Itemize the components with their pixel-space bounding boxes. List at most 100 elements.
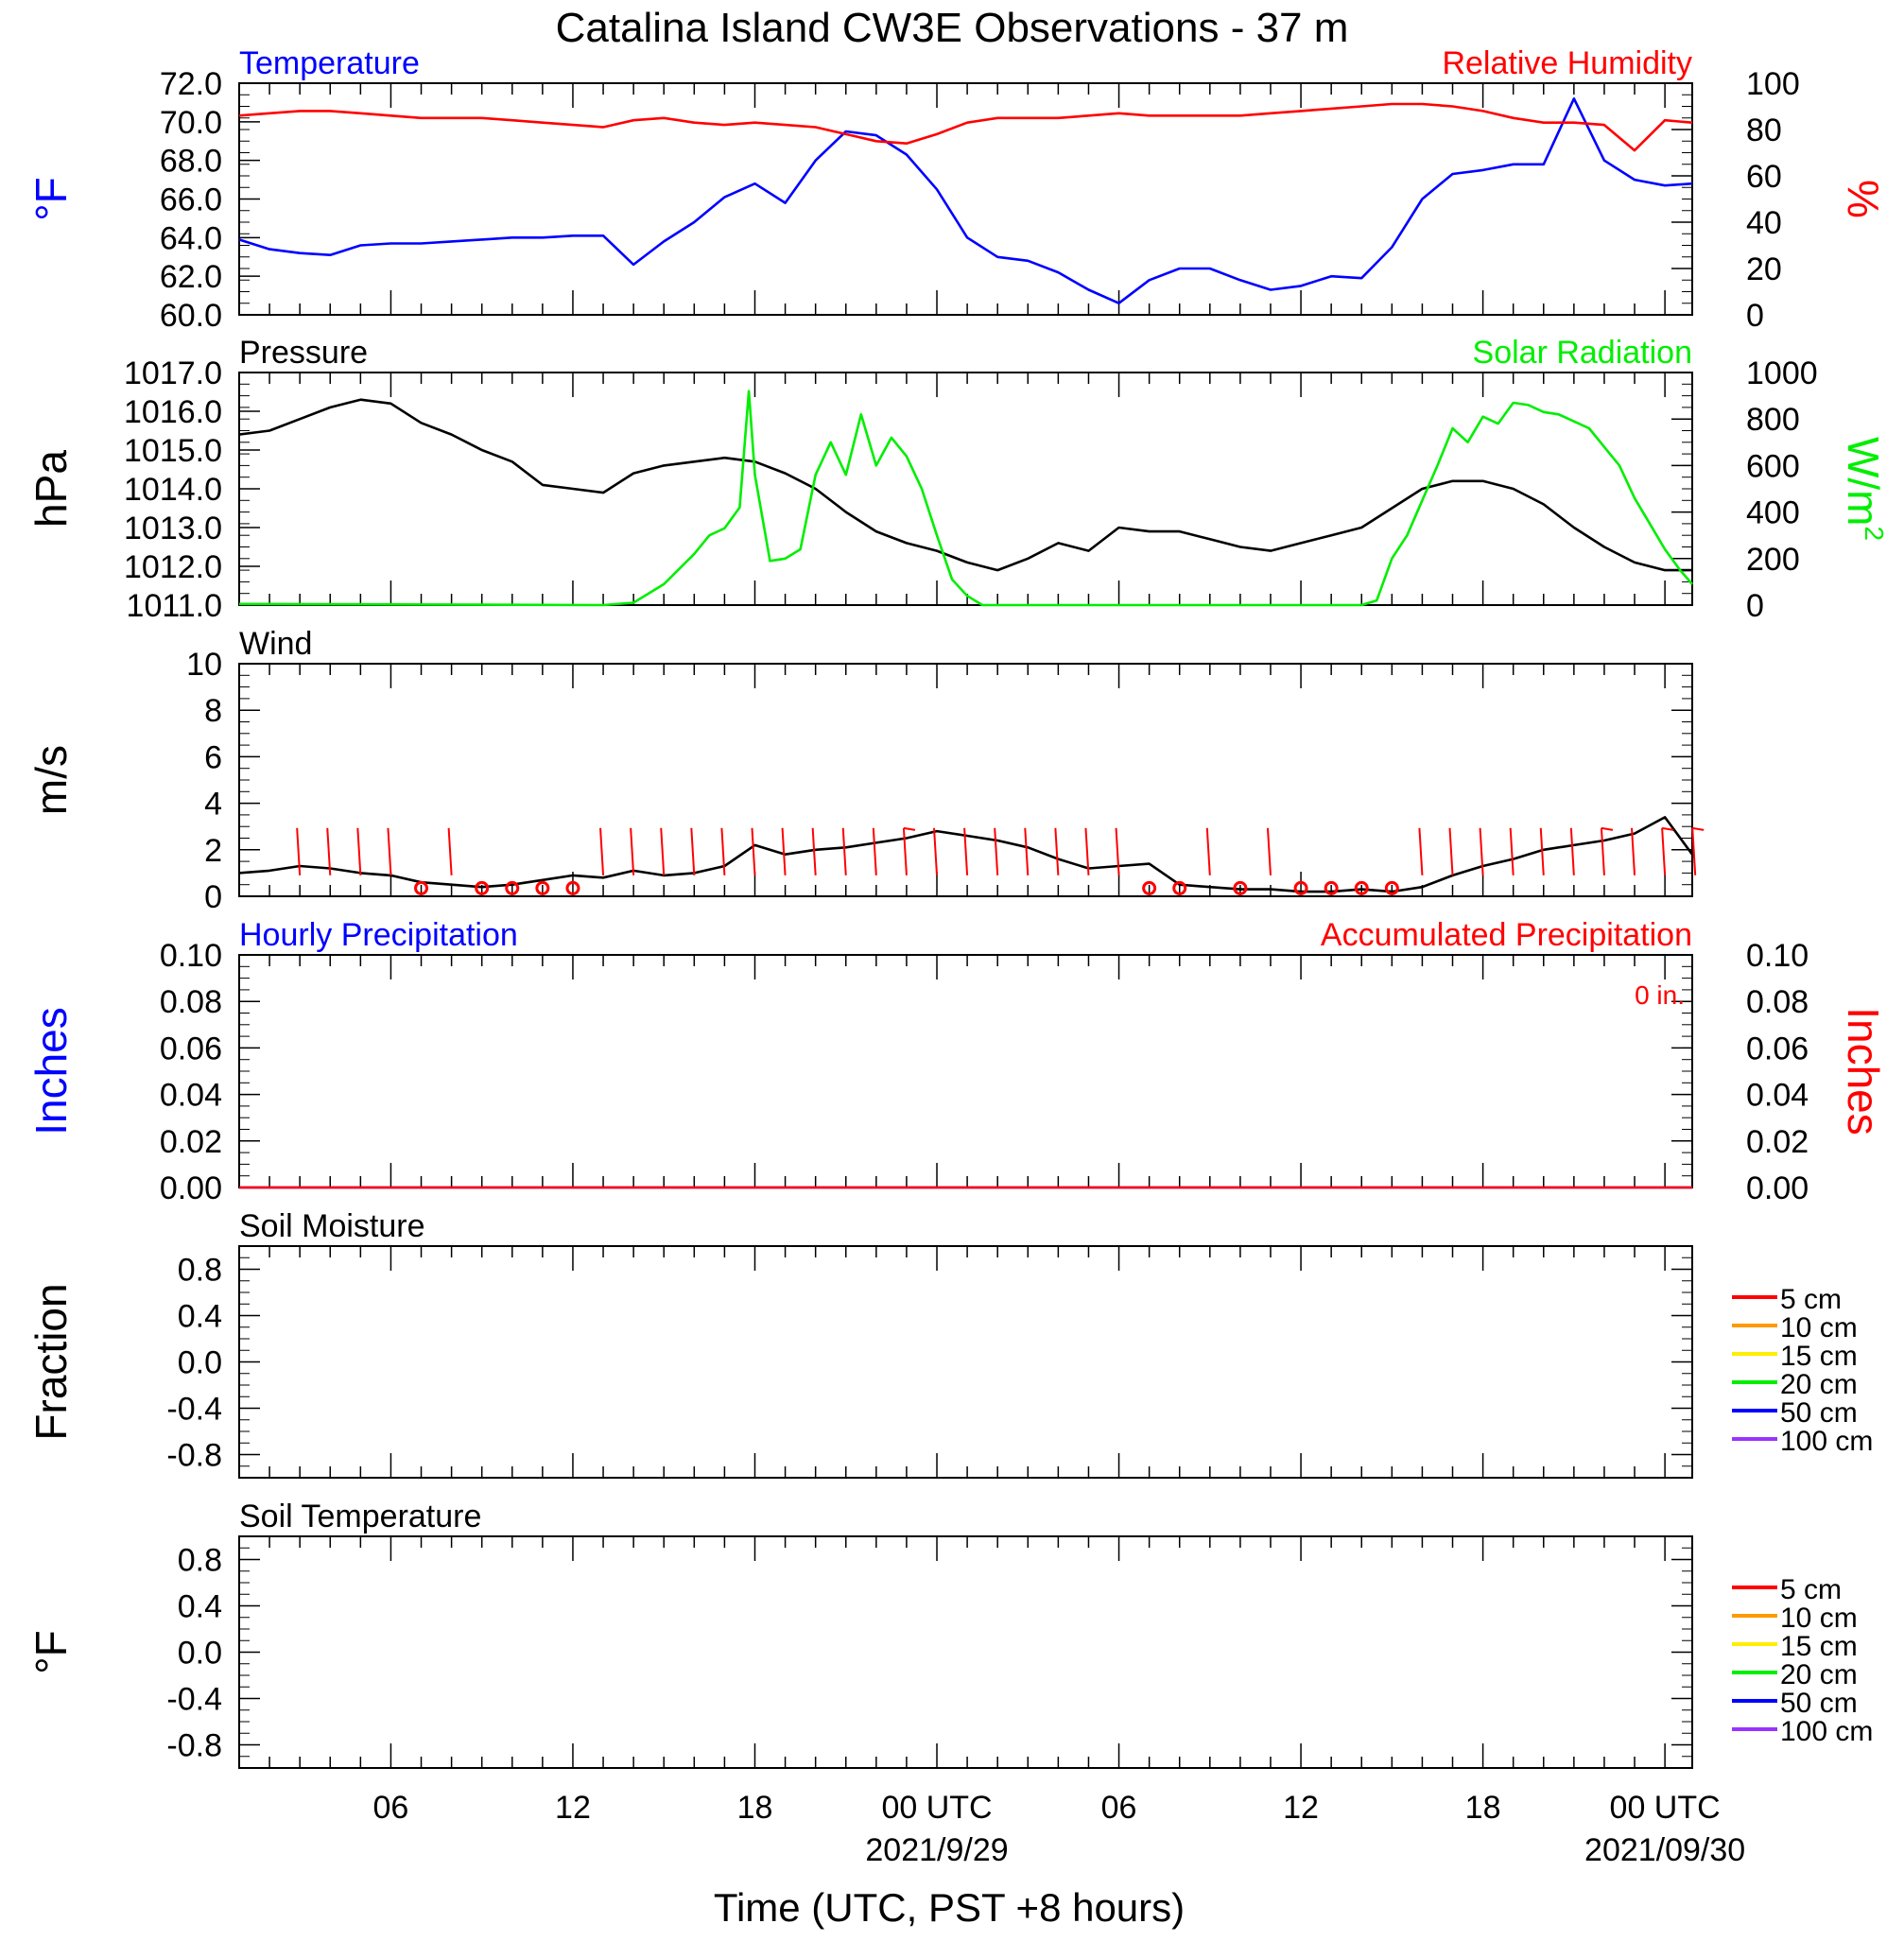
legend-label: 10 cm	[1780, 1603, 1858, 1634]
y-tick-label-right: 0.00	[1746, 1170, 1809, 1206]
x-date-label: 2021/09/30	[1584, 1832, 1745, 1868]
series-line-0	[238, 398, 1692, 572]
y-tick-label: 1015.0	[124, 433, 222, 469]
wind-barb-flag	[1661, 826, 1674, 831]
wind-barb	[1569, 827, 1575, 875]
y-tick-label-right: 0.08	[1746, 984, 1809, 1020]
wind-barb	[1631, 827, 1636, 875]
legend-label: 10 cm	[1780, 1312, 1858, 1343]
plot-frame	[238, 1245, 1693, 1479]
y-tick-label: -0.4	[166, 1392, 222, 1428]
calm-marker	[1384, 880, 1399, 895]
y-tick-label: 68.0	[160, 144, 222, 180]
y-tick-label: 0.8	[178, 1253, 222, 1289]
y-tick-label-right: 0	[1746, 588, 1764, 624]
wind-barb	[1509, 827, 1515, 875]
y-tick-label: 1016.0	[124, 394, 222, 430]
panel-title-right: Solar Radiation	[1473, 335, 1692, 371]
panel-title-right: Relative Humidity	[1442, 45, 1692, 81]
wind-barb	[1115, 827, 1120, 875]
y-tick-label-right: 400	[1746, 495, 1800, 531]
legend-label: 15 cm	[1780, 1341, 1858, 1372]
x-tick-label: 12	[1283, 1790, 1319, 1826]
x-tick-label: 06	[1101, 1790, 1137, 1826]
series-line-0	[238, 97, 1693, 305]
y-tick-label: 0.8	[178, 1543, 222, 1579]
legend-label: 50 cm	[1780, 1688, 1858, 1719]
x-tick-label: 18	[1465, 1790, 1501, 1826]
y-tick-label-right: 0.04	[1746, 1078, 1809, 1114]
y-tick-label: 70.0	[160, 105, 222, 141]
wind-barb	[1205, 827, 1211, 875]
y-tick-label-right: 40	[1746, 205, 1782, 241]
calm-marker	[475, 880, 490, 895]
y-tick-label: 72.0	[160, 66, 222, 102]
y-tick-label-right: 0	[1746, 298, 1764, 334]
y-tick-label: 0.00	[160, 1170, 222, 1206]
panel-title-left: Soil Moisture	[239, 1208, 425, 1244]
y-tick-label-right: 200	[1746, 542, 1800, 578]
y-tick-label: 0.4	[178, 1589, 222, 1625]
wind-barb	[356, 827, 362, 875]
y-tick-label: 0.08	[160, 984, 222, 1020]
y-tick-label: 1012.0	[124, 549, 222, 585]
legend-label: 100 cm	[1780, 1426, 1873, 1457]
wind-barb	[963, 827, 969, 875]
y-tick-label: 0.04	[160, 1078, 222, 1114]
y-tick-label: 1014.0	[124, 472, 222, 508]
series-line-1	[238, 390, 1693, 607]
calm-marker	[505, 880, 520, 895]
wind-barb	[1418, 827, 1424, 875]
legend-label: 20 cm	[1780, 1369, 1858, 1400]
wind-barb	[902, 827, 908, 875]
plot-frame	[238, 1535, 1693, 1769]
wind-barb	[1054, 827, 1060, 875]
y-tick-label: 66.0	[160, 182, 222, 218]
y-tick-label: 6	[204, 739, 222, 775]
calm-marker	[1233, 880, 1248, 895]
plot-frame	[238, 372, 1693, 606]
legend-label: 5 cm	[1780, 1574, 1842, 1605]
calm-marker	[1354, 880, 1369, 895]
y-axis-label-left: °F	[26, 1630, 76, 1674]
wind-barb	[630, 827, 635, 875]
wind-barb	[1448, 827, 1454, 875]
wind-barb	[781, 827, 787, 875]
panel-title-left: Pressure	[239, 335, 368, 371]
y-tick-label: 10	[186, 647, 222, 683]
y-tick-label-right: 800	[1746, 402, 1800, 438]
wind-barb	[841, 827, 847, 875]
panel-title-left: Temperature	[239, 45, 420, 81]
panel-wind: 0 2 4 6 8 10 Wind m/s	[26, 626, 1705, 915]
legend-label: 50 cm	[1780, 1397, 1858, 1429]
y-tick-label: 0.10	[160, 938, 222, 974]
calm-marker	[1142, 880, 1157, 895]
x-tick-label: 12	[555, 1790, 591, 1826]
y-tick-label-right: 20	[1746, 251, 1782, 287]
wind-barb	[933, 827, 939, 875]
calm-marker	[414, 880, 429, 895]
y-tick-label: 2	[204, 833, 222, 869]
y-tick-label-right: 600	[1746, 448, 1800, 484]
y-axis-label-left: m/s	[26, 745, 76, 815]
x-tick-label: 18	[737, 1790, 773, 1826]
panel-temp-rh: 60.062.064.066.068.070.072.0 0 20 40 60 80 100…	[26, 45, 1888, 334]
y-tick-label: 62.0	[160, 259, 222, 295]
y-tick-label: -0.8	[166, 1438, 222, 1474]
y-axis-label-right: Inches	[1839, 1007, 1888, 1135]
legend-label: 15 cm	[1780, 1631, 1858, 1662]
y-axis-label-right: W/m2	[1839, 437, 1889, 541]
series-line-0	[238, 816, 1694, 893]
wind-barb	[1539, 827, 1545, 875]
wind-barb	[1691, 827, 1697, 875]
y-tick-label-right: 100	[1746, 66, 1800, 102]
wind-barb	[660, 827, 666, 875]
wind-barb	[690, 827, 696, 875]
wind-barb	[1661, 827, 1667, 875]
y-axis-label-left: Fraction	[26, 1283, 76, 1440]
y-tick-label: 64.0	[160, 220, 222, 256]
calm-marker	[1293, 880, 1308, 895]
y-tick-label: 4	[204, 787, 222, 823]
panel-soil-moisture: -0.8 -0.4 0.0 0.4 0.8 Soil Moisture Fraction 5 …	[26, 1208, 1873, 1479]
y-tick-label-right: 0.06	[1746, 1031, 1809, 1066]
